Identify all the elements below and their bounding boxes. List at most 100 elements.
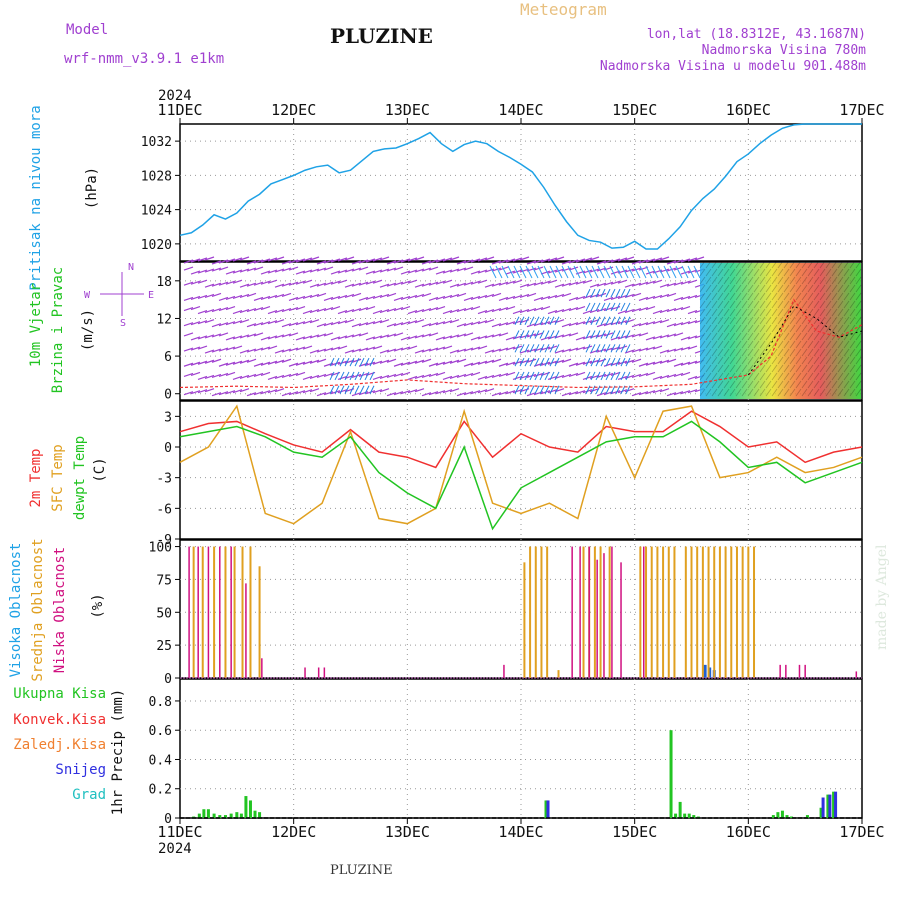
wind-barb <box>323 281 334 286</box>
wind-barb <box>543 265 551 279</box>
wind-barb <box>723 324 730 333</box>
wind-barb <box>470 346 481 351</box>
wind-barb <box>400 280 411 285</box>
wind-barb <box>849 372 856 381</box>
wind-barb <box>183 259 194 264</box>
wind-barb <box>302 294 313 299</box>
wind-barb <box>711 356 718 365</box>
wind-barb <box>759 356 766 365</box>
wind-barb <box>323 332 334 337</box>
wind-barb <box>729 276 736 285</box>
wind-barb <box>323 259 334 264</box>
wind-barb <box>295 390 306 395</box>
wind-barb <box>783 380 790 389</box>
wind-barb <box>344 319 355 324</box>
wind-barb <box>666 292 677 297</box>
wind-barb <box>386 348 397 353</box>
wind-barb <box>316 392 327 397</box>
wind-barb <box>568 322 579 327</box>
wind-barb <box>246 282 257 287</box>
wind-barb <box>519 334 530 339</box>
wind-barb <box>687 320 698 325</box>
wind-barb <box>529 371 535 381</box>
wind-barb <box>316 323 327 328</box>
wind-barb <box>414 293 425 298</box>
wind-barb <box>645 390 656 395</box>
wind-barb <box>659 268 670 273</box>
wind-barb <box>442 294 453 299</box>
wind-barb <box>771 308 778 317</box>
wind-barb <box>295 295 306 300</box>
wind-barb <box>421 373 432 378</box>
wind-barb <box>741 276 748 285</box>
wind-barb <box>575 361 586 366</box>
wind-barb <box>351 392 362 397</box>
y-tick-label: 12 <box>156 312 172 327</box>
wind-barb <box>801 284 808 293</box>
wind-barb <box>519 316 525 325</box>
wind-barb <box>590 302 596 312</box>
wind-barb <box>190 361 201 366</box>
wind-barb <box>225 361 236 366</box>
wind-barb <box>759 300 766 309</box>
wind-barb <box>211 260 222 265</box>
wind-barb <box>849 388 856 397</box>
wind-barb <box>442 375 453 380</box>
wind-barb <box>549 316 555 325</box>
wind-barb <box>723 380 730 389</box>
wind-barb <box>741 300 748 309</box>
precip-snow-title: Snijeg <box>55 762 106 778</box>
wind-barb <box>705 308 712 317</box>
wind-barb <box>807 356 814 365</box>
wind-barb <box>765 356 772 365</box>
wind-barb <box>449 349 460 354</box>
wind-barb <box>211 267 222 272</box>
wind-barb <box>673 281 684 286</box>
wind-barb <box>801 300 808 309</box>
wind-barb <box>837 260 844 269</box>
wind-barb <box>211 358 222 363</box>
precip-total-bar <box>826 794 830 818</box>
cloud-mid-bar <box>534 546 537 678</box>
wind-barb <box>783 356 790 365</box>
wind-barb <box>218 266 229 271</box>
wind-barb <box>795 300 802 309</box>
wind-barb <box>711 268 718 277</box>
wind-barb <box>498 362 509 367</box>
wind-barb <box>747 316 754 325</box>
cloud-mid-bar <box>730 546 733 678</box>
wind-barb <box>281 323 292 328</box>
cloud-low-bar <box>261 658 263 678</box>
wind-barb <box>596 292 607 297</box>
wind-barb <box>505 390 516 395</box>
wind-barb <box>351 358 362 363</box>
wind-barb <box>585 288 591 298</box>
cloud-mid-bar <box>662 546 665 678</box>
wind-barb <box>843 388 850 397</box>
wind-barb <box>831 372 838 381</box>
wind-barb <box>843 300 850 309</box>
wind-barb <box>211 348 222 353</box>
wind-barb <box>813 372 820 381</box>
wind-barb <box>372 309 383 315</box>
wind-barb <box>421 392 432 397</box>
wind-barb <box>554 385 560 394</box>
wind-barb <box>753 284 760 293</box>
wind-barb <box>783 300 790 309</box>
wind-barb <box>590 288 596 298</box>
wind-barb <box>807 380 814 389</box>
wind-barb <box>610 305 621 311</box>
wind-barb <box>855 372 862 381</box>
precip-snow-bar <box>828 794 832 818</box>
wind-barb <box>849 348 856 357</box>
wind-barb <box>825 364 832 373</box>
wind-barb <box>568 281 579 286</box>
wind-barb <box>639 265 647 279</box>
wind-barb <box>477 360 488 365</box>
temp-sfc-line <box>179 404 863 525</box>
wind-barb <box>477 389 488 394</box>
wind-barb <box>705 260 712 269</box>
wind-barb <box>232 257 243 262</box>
wind-barb <box>717 316 724 325</box>
wind-barb <box>600 371 606 381</box>
